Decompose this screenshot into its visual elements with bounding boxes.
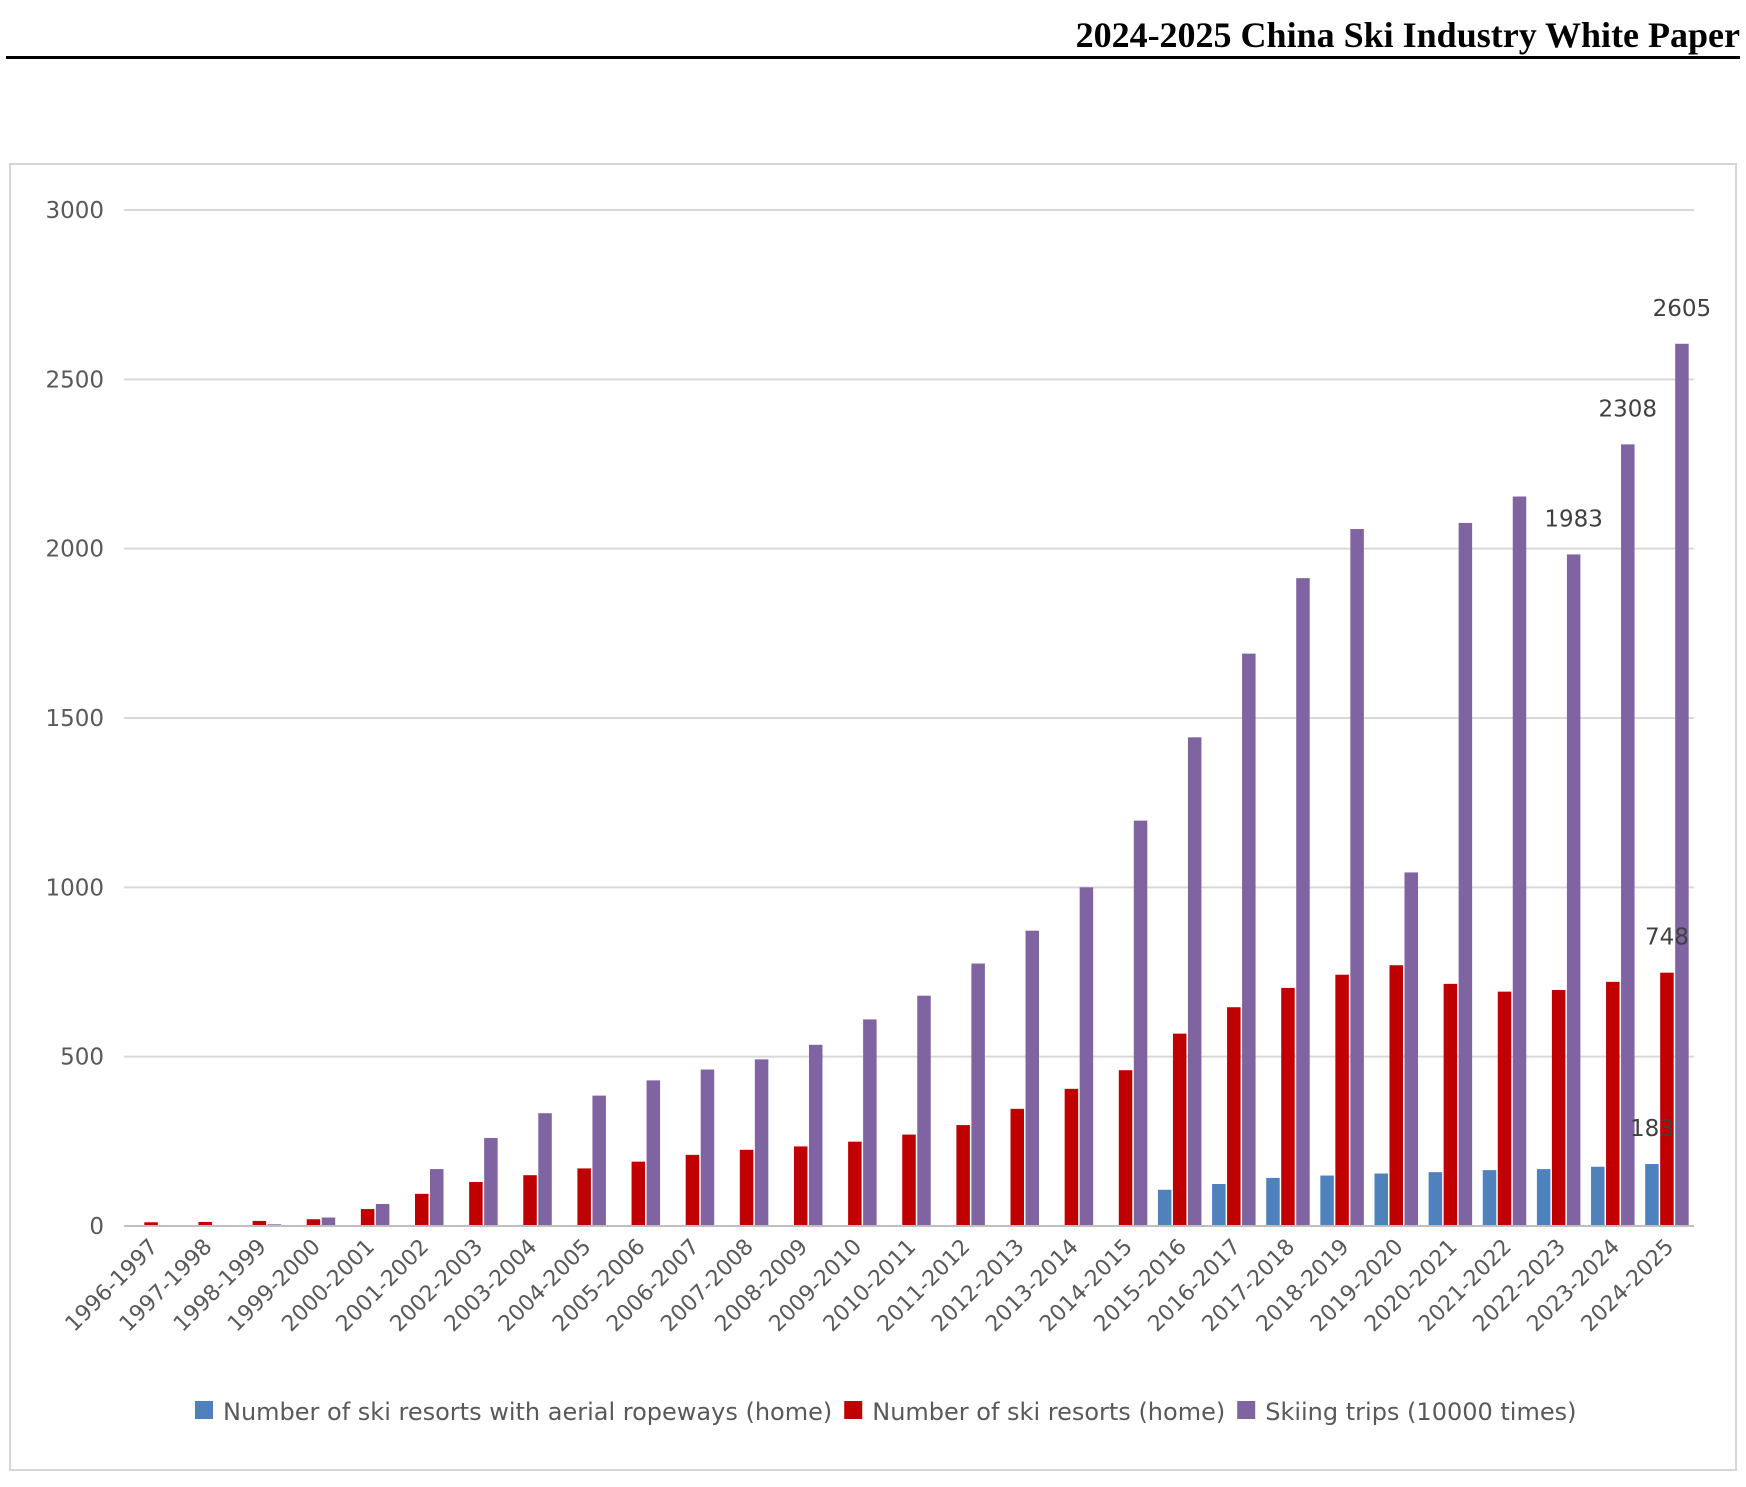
bar xyxy=(1242,653,1256,1226)
bar xyxy=(1281,987,1295,1226)
bar xyxy=(1350,529,1364,1226)
bar xyxy=(956,1125,970,1226)
bar xyxy=(793,1146,808,1226)
bars xyxy=(144,343,1689,1227)
bar xyxy=(739,1149,754,1226)
bar xyxy=(1497,991,1512,1226)
bar xyxy=(902,1134,916,1226)
legend-swatch xyxy=(844,1401,863,1419)
bar xyxy=(430,1169,444,1226)
bar xyxy=(592,1095,606,1226)
y-tick-label: 2500 xyxy=(45,367,104,393)
bar xyxy=(1566,554,1581,1226)
bar xyxy=(1118,1070,1133,1226)
bar xyxy=(1374,1173,1388,1226)
bar xyxy=(700,1069,715,1226)
bar xyxy=(306,1219,321,1226)
bar xyxy=(1645,1164,1659,1226)
bar xyxy=(971,963,985,1226)
bar xyxy=(415,1193,429,1226)
bar xyxy=(1157,1189,1172,1226)
bar xyxy=(1536,1169,1551,1226)
bar xyxy=(1482,1170,1497,1226)
bar xyxy=(863,1019,877,1226)
bar xyxy=(375,1203,390,1226)
data-label: 2605 xyxy=(1653,296,1712,322)
bar xyxy=(1172,1033,1187,1226)
bar xyxy=(1187,737,1202,1226)
bar xyxy=(917,995,931,1226)
legend: Number of ski resorts with aerial ropewa… xyxy=(195,1398,1577,1426)
bar xyxy=(1266,1177,1280,1226)
legend-swatch xyxy=(195,1401,213,1419)
bar xyxy=(1320,1175,1334,1226)
bar xyxy=(577,1168,591,1226)
bar xyxy=(1443,983,1458,1226)
data-label: 1983 xyxy=(1544,506,1603,532)
data-labels: 1983 2308 2605 748 183 xyxy=(1544,296,1711,1142)
gridlines xyxy=(124,209,1694,1058)
bar xyxy=(1591,1166,1605,1226)
bar xyxy=(469,1181,483,1226)
header-divider xyxy=(6,56,1740,59)
data-label: 183 xyxy=(1630,1116,1674,1142)
bar xyxy=(754,1059,769,1226)
bar xyxy=(808,1044,823,1226)
y-tick-label: 3000 xyxy=(45,198,104,224)
bar xyxy=(1389,965,1403,1226)
bar xyxy=(1606,981,1620,1226)
bar xyxy=(1404,872,1418,1226)
bar xyxy=(321,1217,336,1226)
legend-swatch xyxy=(1237,1401,1256,1419)
bar xyxy=(1621,444,1635,1227)
bar xyxy=(1675,343,1689,1227)
data-label: 2308 xyxy=(1599,396,1658,422)
bar xyxy=(1133,820,1148,1226)
bar xyxy=(631,1161,646,1226)
bar xyxy=(1512,496,1527,1227)
bar xyxy=(1079,887,1094,1226)
bar xyxy=(360,1209,375,1226)
page-title: 2024-2025 China Ski Industry White Paper xyxy=(1075,15,1740,55)
bar xyxy=(1660,972,1674,1226)
bar xyxy=(144,1222,158,1226)
bar xyxy=(198,1221,212,1226)
y-axis-ticks: 0 500 1000 1500 2000 2500 3000 xyxy=(45,198,104,1240)
bar xyxy=(1010,1108,1025,1226)
legend-label: Number of ski resorts (home) xyxy=(872,1398,1225,1426)
data-label: 748 xyxy=(1645,925,1689,951)
chart-frame xyxy=(9,163,1737,1471)
bar xyxy=(1458,522,1473,1226)
bar xyxy=(646,1080,661,1226)
y-tick-label: 2000 xyxy=(45,537,104,563)
y-tick-label: 0 xyxy=(89,1214,104,1240)
legend-label: Skiing trips (10000 times) xyxy=(1265,1398,1576,1426)
bar xyxy=(1227,1007,1241,1226)
bar xyxy=(685,1154,700,1226)
bar xyxy=(252,1220,267,1226)
y-tick-label: 500 xyxy=(60,1045,104,1071)
bar xyxy=(1064,1088,1079,1226)
bar xyxy=(848,1141,862,1226)
bar xyxy=(1296,578,1310,1226)
x-axis-ticks: 1996-19971997-19981998-19991999-20002000… xyxy=(61,1235,1679,1337)
legend-label: Number of ski resorts with aerial ropewa… xyxy=(223,1398,832,1426)
bar xyxy=(523,1175,537,1226)
bar xyxy=(1551,989,1566,1226)
bar xyxy=(1025,930,1040,1226)
y-tick-label: 1500 xyxy=(45,706,104,732)
bar xyxy=(484,1137,498,1226)
bar xyxy=(538,1113,552,1226)
bar xyxy=(1428,1172,1443,1226)
bar xyxy=(1212,1184,1226,1226)
y-tick-label: 1000 xyxy=(45,875,104,901)
bar xyxy=(1335,974,1349,1226)
